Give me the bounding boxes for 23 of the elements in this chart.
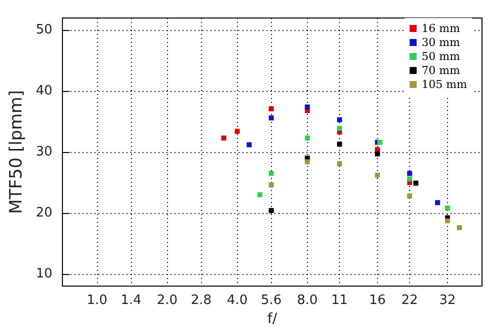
y-tick-label: 10: [36, 266, 52, 282]
x-tick-label: 2.0: [156, 293, 178, 308]
x-tick-label: 16: [369, 293, 386, 308]
x-tick-label: 22: [401, 293, 418, 308]
legend-label: 105 mm: [422, 78, 468, 91]
x-tick-label: 4.0: [226, 293, 248, 308]
legend-label: 30 mm: [422, 36, 461, 49]
x-tick-label: 32: [439, 293, 456, 308]
x-tick-label: 1.4: [120, 293, 142, 308]
legend-label: 70 mm: [422, 64, 461, 77]
x-tick-label: 2.8: [190, 293, 212, 308]
y-axis-title: MTF50 [lpmm]: [6, 90, 26, 214]
y-tick-label: 50: [36, 22, 52, 38]
x-tick-label: 11: [331, 293, 348, 308]
x-tick-label: 8.0: [297, 293, 318, 308]
x-tick-label: 1.0: [86, 293, 108, 308]
x-axis-title: f/: [267, 311, 278, 327]
y-tick-label: 20: [36, 205, 52, 220]
y-tick-label: 30: [36, 144, 52, 160]
y-tick-label: 40: [36, 84, 52, 99]
legend-label: 16 mm: [422, 22, 461, 35]
x-tick-label: 5.6: [260, 293, 282, 308]
legend-label: 50 mm: [422, 50, 461, 63]
